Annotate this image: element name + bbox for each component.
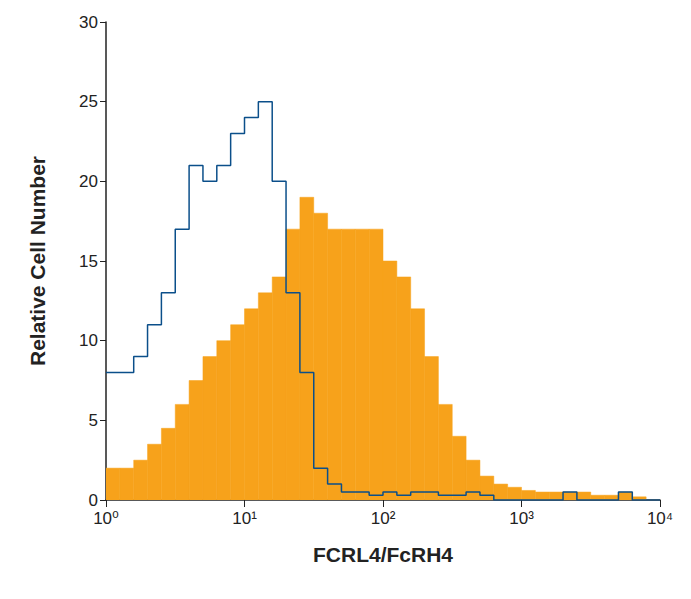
svg-text:10¹: 10¹ (232, 509, 257, 528)
svg-text:10⁰: 10⁰ (93, 509, 119, 528)
svg-text:0: 0 (89, 491, 98, 510)
svg-text:25: 25 (79, 92, 98, 111)
svg-text:10²: 10² (371, 509, 396, 528)
svg-text:15: 15 (79, 252, 98, 271)
svg-text:10³: 10³ (509, 509, 534, 528)
svg-text:30: 30 (79, 13, 98, 32)
svg-text:Relative Cell Number: Relative Cell Number (26, 156, 49, 366)
svg-text:10⁴: 10⁴ (647, 509, 673, 528)
svg-text:5: 5 (89, 411, 98, 430)
svg-text:10: 10 (79, 331, 98, 350)
svg-text:20: 20 (79, 172, 98, 191)
svg-text:FCRL4/FcRH4: FCRL4/FcRH4 (313, 543, 453, 566)
